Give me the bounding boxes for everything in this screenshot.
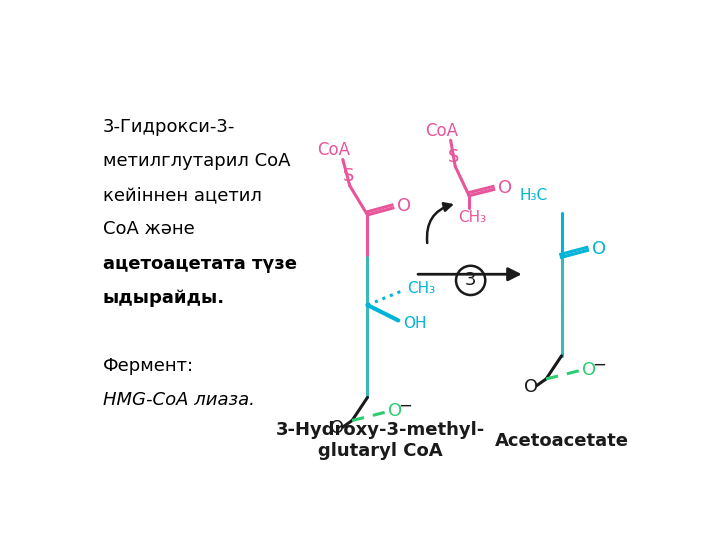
- Text: O: O: [397, 198, 410, 215]
- Text: 3: 3: [465, 272, 477, 289]
- Text: H₃C: H₃C: [520, 188, 548, 203]
- Text: СоА және: СоА және: [103, 220, 194, 239]
- Text: 3-Hydroxy-3-methyl-
glutaryl CoA: 3-Hydroxy-3-methyl- glutaryl CoA: [276, 421, 485, 460]
- Text: CoA: CoA: [317, 141, 350, 159]
- Text: Фермент:: Фермент:: [103, 357, 194, 375]
- Text: OH: OH: [403, 316, 426, 331]
- Text: 3-Гидрокси-3-: 3-Гидрокси-3-: [103, 118, 235, 136]
- Text: ыдырайды.: ыдырайды.: [103, 289, 225, 307]
- FancyArrowPatch shape: [427, 203, 451, 243]
- Text: метилглутарил СоА: метилглутарил СоА: [103, 152, 290, 170]
- Text: O: O: [592, 240, 606, 258]
- Text: S: S: [448, 148, 459, 166]
- Text: O: O: [498, 179, 513, 197]
- Text: O: O: [330, 419, 344, 437]
- Text: O: O: [524, 377, 539, 396]
- Text: S: S: [343, 167, 354, 185]
- Text: HMG-CoA лиаза.: HMG-CoA лиаза.: [103, 391, 255, 409]
- Text: O: O: [388, 402, 402, 420]
- Text: Acetoacetate: Acetoacetate: [495, 431, 629, 450]
- Text: −: −: [593, 355, 606, 373]
- Text: CH₃: CH₃: [458, 210, 486, 225]
- Text: CH₃: CH₃: [408, 281, 436, 295]
- Text: CoA: CoA: [425, 122, 458, 140]
- Text: ацетоацетата түзе: ацетоацетата түзе: [103, 254, 297, 273]
- Text: кейіннен ацетил: кейіннен ацетил: [103, 186, 262, 204]
- Text: O: O: [582, 361, 596, 379]
- Text: −: −: [398, 397, 412, 415]
